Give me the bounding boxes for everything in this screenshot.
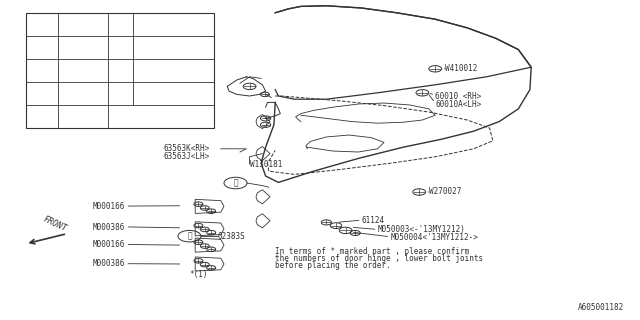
Text: ①: ① (39, 54, 44, 63)
Text: W270027: W270027 (429, 188, 461, 196)
Text: 63563J<LH>: 63563J<LH> (163, 152, 209, 161)
Text: DOOR: DOOR (74, 18, 91, 23)
Text: DOOR: DOOR (74, 64, 91, 69)
Text: UPR: UPR (114, 68, 127, 73)
Text: A605001182: A605001182 (578, 303, 624, 312)
Text: *(1): *(1) (189, 270, 207, 279)
FancyBboxPatch shape (26, 13, 214, 128)
Polygon shape (275, 6, 531, 99)
Text: the numbers of door hinge , lower bolt joints: the numbers of door hinge , lower bolt j… (275, 254, 483, 263)
Text: M050004<'13MY1212->: M050004<'13MY1212-> (390, 233, 478, 242)
Text: W410012: W410012 (445, 64, 477, 73)
Text: ②: ② (187, 232, 192, 241)
Text: 02383S: 02383S (218, 232, 245, 241)
Text: RIGHT: RIGHT (72, 25, 93, 30)
Text: LWR: LWR (114, 44, 127, 50)
Text: <'13MY1307->: <'13MY1307-> (136, 114, 186, 119)
Text: before placing the order.: before placing the order. (275, 261, 391, 270)
Text: M050003<-'13MY1212): M050003<-'13MY1212) (378, 225, 465, 234)
Text: ①: ① (233, 179, 238, 188)
Text: M000166: M000166 (92, 202, 125, 211)
Text: 60070*C: 60070*C (159, 44, 189, 50)
Text: 60070*A: 60070*A (159, 21, 189, 27)
Text: 63563K<RH>: 63563K<RH> (163, 144, 209, 153)
Text: M000386: M000386 (92, 260, 125, 268)
Text: ②: ② (39, 112, 44, 121)
Text: UPR: UPR (114, 21, 127, 27)
Text: 60010A<LH>: 60010A<LH> (435, 100, 481, 109)
Text: LEFT: LEFT (74, 71, 91, 76)
Text: M000386: M000386 (92, 223, 125, 232)
Text: 60070*D: 60070*D (159, 91, 189, 96)
Text: M020023: M020023 (68, 114, 97, 119)
Text: 60010 <RH>: 60010 <RH> (435, 92, 481, 100)
Text: W130181: W130181 (250, 160, 282, 169)
Text: LWR: LWR (114, 91, 127, 96)
Text: 60070*B: 60070*B (159, 68, 189, 73)
Text: M000166: M000166 (92, 240, 125, 249)
Text: 61124: 61124 (362, 216, 385, 225)
Text: FRONT: FRONT (42, 214, 68, 233)
Polygon shape (227, 77, 266, 96)
Text: In terms of * marked part , please confirm: In terms of * marked part , please confi… (275, 247, 470, 256)
